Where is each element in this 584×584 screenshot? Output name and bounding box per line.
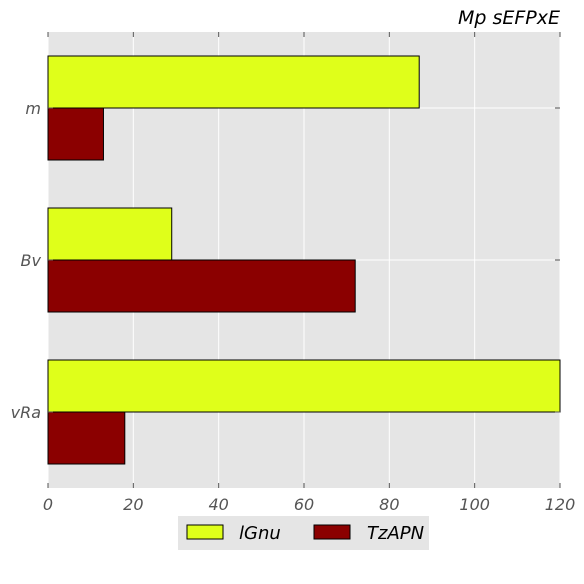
bar-TzAPN-vRa xyxy=(47,411,126,465)
legend-label-TzAPN: TzAPN xyxy=(367,523,424,544)
x-tick-label: 20 xyxy=(123,495,143,514)
chart-title: Mp sEFPxE xyxy=(458,7,560,29)
y-tick-label: Bv xyxy=(21,251,42,270)
y-tick-label: m xyxy=(25,99,41,118)
bars xyxy=(47,55,561,465)
legend-swatch-lGnu xyxy=(186,524,224,540)
y-tick-labels: m Bv vRa xyxy=(11,99,42,422)
bar-TzAPN-Bv xyxy=(47,259,356,313)
x-tick-label: 40 xyxy=(208,495,228,514)
bar-lGnu-vRa xyxy=(47,359,561,413)
x-tick-label: 120 xyxy=(545,495,576,514)
bar-lGnu-m xyxy=(47,55,420,109)
legend-label-lGnu: lGnu xyxy=(239,523,281,544)
bar-lGnu-Bv xyxy=(47,207,173,261)
x-tick-labels: 0 20 40 60 80 100 120 xyxy=(43,495,575,514)
x-tick-label: 80 xyxy=(379,495,399,514)
legend: lGnu TzAPN xyxy=(178,516,429,550)
axis-ticks xyxy=(47,32,561,488)
bar-TzAPN-m xyxy=(47,107,104,161)
x-tick-label: 0 xyxy=(43,495,53,514)
y-tick-label: vRa xyxy=(11,403,41,422)
x-tick-label: 60 xyxy=(294,495,314,514)
legend-swatch-TzAPN xyxy=(313,524,351,540)
x-tick-label: 100 xyxy=(459,495,490,514)
